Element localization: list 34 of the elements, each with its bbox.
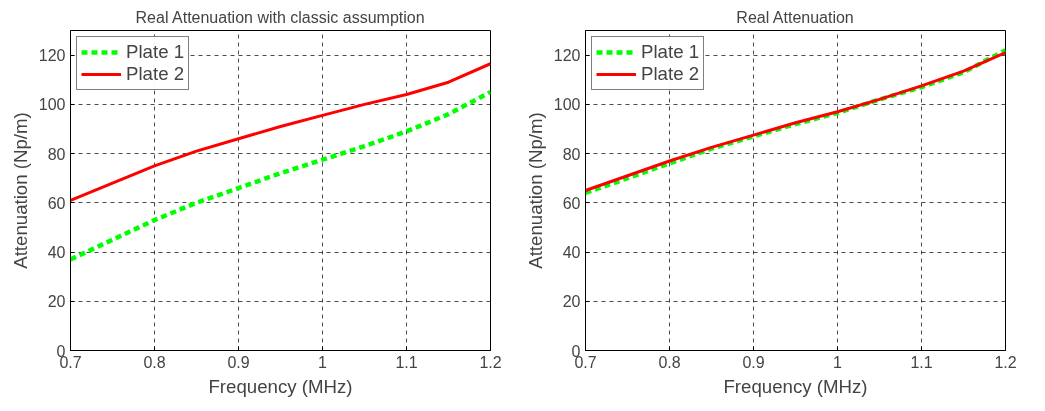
x-tick-label: 1.2 <box>479 353 502 371</box>
x-tick-label: 1.2 <box>994 353 1017 371</box>
y-tick-label: 20 <box>562 293 581 311</box>
y-tick-label: 40 <box>47 244 66 262</box>
x-tick-label: 0.8 <box>143 353 166 371</box>
legend-label: Plate 2 <box>641 63 700 85</box>
y-tick-label: 20 <box>47 293 66 311</box>
legend-label: Plate 1 <box>641 41 700 63</box>
y-tick-label: 60 <box>562 194 581 212</box>
x-tick-label: 0.9 <box>742 353 765 371</box>
y-axis-title: Attenuation (Np/m) <box>9 112 31 269</box>
x-axis-title: Frequency (MHz) <box>723 375 868 397</box>
x-tick-label: 1.1 <box>910 353 933 371</box>
x-tick-label: 1 <box>833 353 843 371</box>
y-tick-label: 80 <box>562 145 581 163</box>
chart-title: Real Attenuation with classic assumption <box>135 8 425 26</box>
x-tick-label: 1 <box>318 353 328 371</box>
x-tick-label: 1.1 <box>395 353 418 371</box>
x-axis-title: Frequency (MHz) <box>208 375 353 397</box>
chart-title: Real Attenuation <box>736 8 854 26</box>
y-tick-label: 100 <box>38 96 66 114</box>
legend-label: Plate 1 <box>126 41 185 63</box>
y-axis-title: Attenuation (Np/m) <box>524 112 546 269</box>
y-tick-label: 120 <box>38 47 66 65</box>
y-tick-label: 60 <box>47 194 66 212</box>
y-tick-label: 40 <box>562 244 581 262</box>
y-tick-label: 120 <box>553 47 581 65</box>
x-tick-label: 0.9 <box>227 353 250 371</box>
line-series <box>70 89 491 262</box>
y-tick-label: 80 <box>47 145 66 163</box>
y-tick-label: 100 <box>553 96 581 114</box>
line-series <box>70 62 491 202</box>
x-tick-label: 0.8 <box>658 353 681 371</box>
legend-label: Plate 2 <box>126 63 185 85</box>
